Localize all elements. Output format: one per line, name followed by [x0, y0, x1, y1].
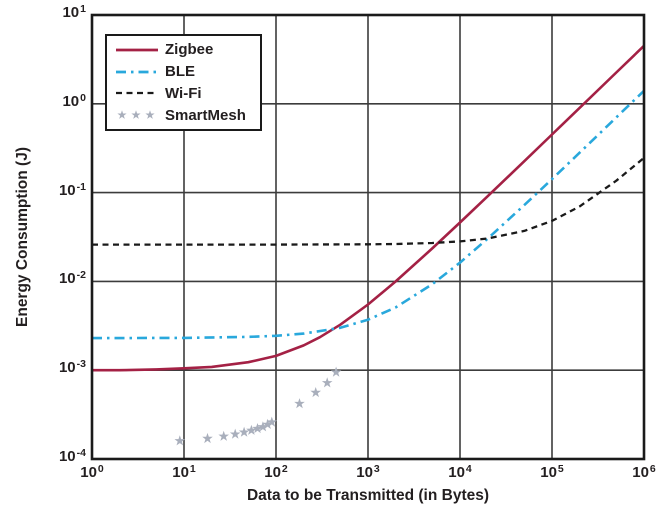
legend-item-wifi: Wi-Fi [115, 83, 260, 105]
zigbee-line-sample-icon [116, 48, 158, 52]
scatter-star-smartmesh [202, 432, 213, 444]
x-tick-label: 105 [540, 463, 564, 481]
scatter-star-smartmesh [294, 398, 305, 409]
legend: Zigbee BLE Wi-Fi SmartMesh [105, 34, 262, 131]
wifi-line-sample-icon [116, 92, 158, 95]
legend-label-smartmesh: SmartMesh [165, 106, 246, 124]
legend-item-ble: BLE [115, 61, 260, 83]
x-tick-label: 102 [264, 463, 288, 481]
y-tick-label: 101 [62, 3, 86, 21]
scatter-star-smartmesh [218, 430, 229, 441]
x-tick-label: 103 [356, 463, 380, 481]
series-line-wifi [92, 157, 645, 246]
x-tick-label: 104 [448, 463, 472, 481]
scatter-star-smartmesh [330, 366, 342, 377]
legend-item-zigbee: Zigbee [115, 39, 260, 61]
y-tick-label: 10-3 [58, 358, 86, 377]
y-tick-label: 10-4 [58, 447, 86, 465]
scatter-star-smartmesh [252, 423, 263, 434]
legend-label-ble: BLE [165, 63, 195, 81]
legend-star-glyph [117, 110, 127, 120]
x-axis-title: Data to be Transmitted (in Bytes) [246, 487, 490, 504]
legend-item-smartmesh: SmartMesh [115, 104, 260, 126]
scatter-star-smartmesh [321, 377, 333, 388]
scatter-star-smartmesh [310, 387, 321, 398]
plot-border [90, 13, 646, 461]
ble-line-sample-icon [116, 70, 158, 74]
series-line-zigbee [92, 44, 645, 372]
y-tick-label: 10-1 [58, 180, 86, 199]
scatter-star-smartmesh [257, 421, 269, 432]
x-tick-label: 101 [172, 463, 196, 481]
y-tick-label: 10-2 [58, 269, 86, 288]
y-axis-title: Energy Consumption (J) [14, 147, 31, 327]
scatter-star-smartmesh [238, 426, 250, 437]
scatter-star-smartmesh [262, 418, 273, 429]
x-tick-label: 100 [80, 463, 104, 481]
legend-star-glyph [131, 110, 141, 120]
scatter-star-smartmesh [229, 428, 241, 439]
scatter-star-smartmesh [246, 424, 257, 435]
legend-label-zigbee: Zigbee [165, 41, 214, 59]
scatter-star-smartmesh [174, 435, 186, 446]
x-tick-label: 106 [632, 463, 656, 481]
legend-star-glyph [145, 110, 155, 120]
smartmesh-stars-sample-icon [117, 110, 155, 120]
legend-label-wifi: Wi-Fi [165, 84, 202, 102]
y-tick-label: 100 [62, 91, 86, 110]
scatter-star-smartmesh [266, 416, 278, 427]
